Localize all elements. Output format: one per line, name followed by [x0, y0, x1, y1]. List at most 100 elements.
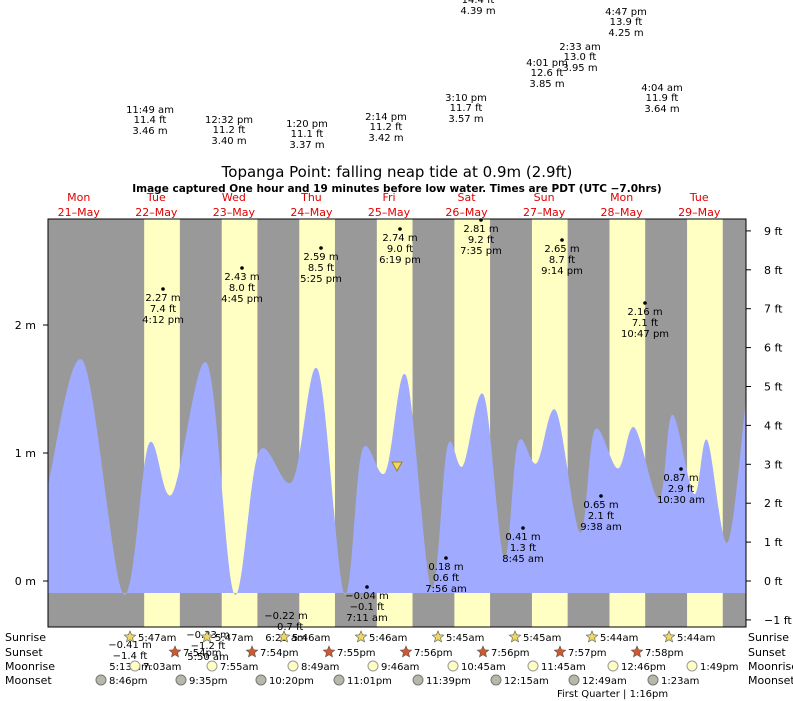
moonset-icon	[490, 674, 502, 686]
day-date: 25–May	[368, 206, 411, 219]
axis-label-ft: 1 ft	[764, 536, 783, 549]
low-tide-time: 9:38 am	[580, 522, 622, 533]
moonrise-time: 12:46pm	[621, 662, 666, 673]
sunset-time: 7:54pm	[260, 648, 299, 659]
high-tide-time: 9:14 pm	[541, 266, 583, 277]
row-label-right: Sunrise	[748, 631, 789, 644]
high-tide-time: 6:19 pm	[379, 255, 421, 266]
row-label-left: Moonrise	[5, 660, 55, 673]
low-tide-height-ft: −0.1 ft	[350, 602, 385, 613]
sunrise-time: 5:47am	[215, 633, 253, 644]
upper-tide-height-ft: 11.2 ft	[213, 125, 246, 136]
moonrise-icon	[129, 660, 141, 672]
plot-frame	[47, 218, 747, 628]
low-tide-time: 10:30 am	[657, 495, 705, 506]
low-tide-height-ft: 2.1 ft	[588, 511, 614, 522]
axis-label-ft: 9 ft	[764, 225, 783, 238]
upper-tide-height-ft: 12.6 ft	[531, 68, 564, 79]
day-name: Wed	[222, 191, 246, 204]
sunrise-icon	[585, 630, 599, 643]
low-tide-height-ft: 2.9 ft	[668, 484, 694, 495]
day-name: Mon	[610, 191, 633, 204]
upper-tide-height-m: 3.46 m	[132, 126, 167, 137]
row-label-right: Sunset	[748, 646, 786, 659]
day-name: Thu	[300, 191, 322, 204]
moonset-time: 11:39pm	[426, 676, 471, 687]
upper-tide-height-ft: 13.0 ft	[564, 52, 597, 63]
upper-tide-height-ft: 11.9 ft	[646, 93, 679, 104]
day-date: 28–May	[601, 206, 644, 219]
sunset-icon	[476, 645, 490, 658]
high-tide-height-m: 2.43 m	[224, 272, 259, 283]
low-tide-time: 8:45 am	[502, 554, 544, 565]
moonrise-time: 7:55am	[220, 662, 258, 673]
low-tide-height-ft: −1.2 ft	[191, 641, 226, 652]
day-name: Fri	[382, 191, 395, 204]
day-name: Mon	[67, 191, 90, 204]
day-name: Sun	[534, 191, 555, 204]
sunrise-icon	[508, 630, 522, 643]
moonrise-icon	[367, 660, 379, 672]
low-tide-height-m: 0.41 m	[505, 532, 540, 543]
upper-tide-height-m: 3.40 m	[211, 136, 246, 147]
day-date: 24–May	[290, 206, 333, 219]
sunrise-icon	[662, 630, 676, 643]
day-date: 27–May	[523, 206, 566, 219]
day-labels: Mon 21–May Tue 22–May Wed 23–May Thu 24–May Fri 2…	[58, 191, 721, 219]
sunrise-time: 5:44am	[677, 633, 715, 644]
moonset-time: 9:35pm	[189, 676, 228, 687]
sunset-icon	[553, 645, 567, 658]
upper-tide-time: 4:04 am	[641, 83, 683, 94]
sunset-icon	[399, 645, 413, 658]
upper-tide-height-m: 3.64 m	[644, 104, 679, 115]
day-date: 29–May	[678, 206, 721, 219]
moonrise-time: 8:49am	[301, 662, 339, 673]
sunrise-time: 5:47am	[138, 633, 176, 644]
moonrise-icon	[447, 660, 459, 672]
high-tide-dot	[560, 238, 564, 242]
upper-tide-height-m: 3.42 m	[368, 133, 403, 144]
axis-right-feet: −1 ft 0 ft 1 ft 2 ft 3 ft 4 ft 5 ft 6 ft 7 ft 8 f…	[746, 225, 792, 627]
high-tide-time: 10:47 pm	[621, 329, 669, 340]
low-tide-height-m: 0.87 m	[663, 473, 698, 484]
moonrise-time: 9:46am	[381, 662, 419, 673]
high-tide-height-ft: 7.4 ft	[150, 304, 176, 315]
low-tide-height-ft: −1.4 ft	[113, 651, 148, 662]
high-tide-height-ft: 8.5 ft	[308, 263, 334, 274]
low-tide-height-ft: 0.6 ft	[433, 573, 459, 584]
moonset-time: 8:46pm	[109, 676, 148, 687]
sunrise-time: 5:46am	[369, 633, 407, 644]
row-label-right: Moonset	[748, 674, 793, 687]
tide-curve	[48, 359, 746, 595]
low-tide-dot	[365, 585, 369, 589]
moonrise-icon	[607, 660, 619, 672]
axis-label-ft: 4 ft	[764, 419, 783, 432]
low-tide-dot	[521, 526, 525, 530]
upper-tide-height-ft: 11.4 ft	[134, 115, 167, 126]
upper-tide-time: 3:10 pm	[445, 93, 487, 104]
sunset-time: 7:54pm	[183, 648, 222, 659]
moonset-time: 11:01pm	[347, 676, 392, 687]
axis-label-ft: 7 ft	[764, 303, 783, 316]
high-tide-height-ft: 7.1 ft	[632, 318, 658, 329]
upper-tide-height-ft: 13.9 ft	[610, 17, 643, 28]
moonset-icon	[568, 674, 580, 686]
axis-label-ft: 2 ft	[764, 497, 783, 510]
row-label-right: Moonrise	[748, 660, 793, 673]
moonset-icon	[175, 674, 187, 686]
moonset-icon	[412, 674, 424, 686]
high-tide-time: 4:12 pm	[142, 315, 184, 326]
sunset-time: 7:56pm	[491, 648, 530, 659]
upper-tide-time: 2:33 am	[559, 42, 601, 53]
low-tide-height-m: −0.04 m	[345, 591, 389, 602]
high-tide-dot	[319, 246, 323, 250]
current-tide-marker	[391, 461, 403, 473]
sunrise-icon	[277, 630, 291, 643]
sunset-time: 7:56pm	[414, 648, 453, 659]
low-tide-dot	[599, 494, 603, 498]
high-tide-dot	[398, 227, 402, 231]
high-tide-height-ft: 8.7 ft	[549, 255, 575, 266]
sunset-time: 7:58pm	[645, 648, 684, 659]
high-tide-dot	[161, 287, 165, 291]
